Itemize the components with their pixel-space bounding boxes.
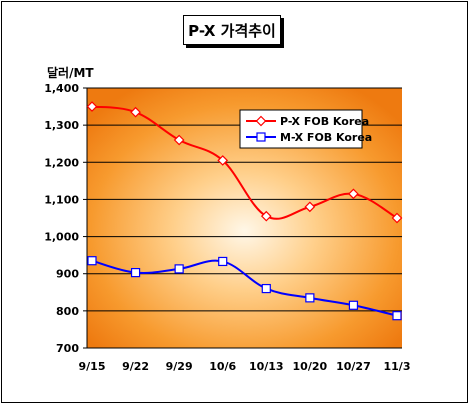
data-point-square [87, 256, 97, 266]
legend: P-X FOB Korea M-X FOB Korea [239, 109, 372, 149]
legend-marker-square [256, 132, 266, 142]
data-point-diamond [304, 201, 316, 213]
x-tick-labels: 9/15 9/22 9/29 10/6 10/13 10/20 10/27 11/3 [79, 360, 411, 373]
y-tick-labels: 700 800 900 1,000 1,100 1,200 1,300 1,400 [44, 82, 79, 355]
chart-title: P-X 가격추이 [183, 15, 281, 45]
y-tick-label: 800 [56, 305, 79, 318]
y-tick-label: 1,000 [44, 231, 79, 244]
x-tick-label: 10/13 [249, 360, 284, 373]
x-tick-label: 10/27 [336, 360, 371, 373]
y-tick-label: 1,300 [44, 119, 79, 132]
data-point-diamond [217, 155, 229, 166]
legend-marker-diamond [255, 115, 267, 127]
data-point-square [348, 300, 359, 310]
x-tick-label: 10/20 [293, 360, 328, 373]
y-tick-label: 1,400 [44, 82, 79, 95]
legend-label: P-X FOB Korea [280, 115, 369, 128]
x-tick-label: 9/15 [79, 360, 106, 373]
data-point-square [305, 293, 315, 303]
axes [83, 87, 402, 349]
data-point-square [218, 256, 228, 267]
data-point-diamond [130, 106, 141, 118]
data-point-diamond [391, 212, 403, 224]
y-tick-label: 1,100 [44, 193, 79, 206]
x-tick-label: 9/22 [122, 360, 149, 373]
x-tick-label: 11/3 [384, 360, 411, 373]
legend-label: M-X FOB Korea [280, 131, 372, 144]
data-point-diamond [86, 101, 98, 112]
data-point-diamond [173, 134, 185, 146]
x-tick-label: 10/6 [209, 360, 236, 373]
y-axis-unit-label: 달러/MT [47, 66, 94, 80]
x-tick-label: 9/29 [166, 360, 193, 373]
y-tick-label: 1,200 [44, 156, 79, 169]
y-tick-label: 900 [56, 268, 79, 281]
data-point-square [261, 283, 271, 294]
data-point-diamond [348, 188, 359, 200]
data-point-square [392, 311, 402, 321]
series-group [86, 101, 403, 321]
data-point-square [174, 264, 184, 274]
data-point-diamond [260, 210, 272, 222]
y-tick-label: 700 [56, 342, 79, 355]
data-point-square [130, 268, 141, 278]
